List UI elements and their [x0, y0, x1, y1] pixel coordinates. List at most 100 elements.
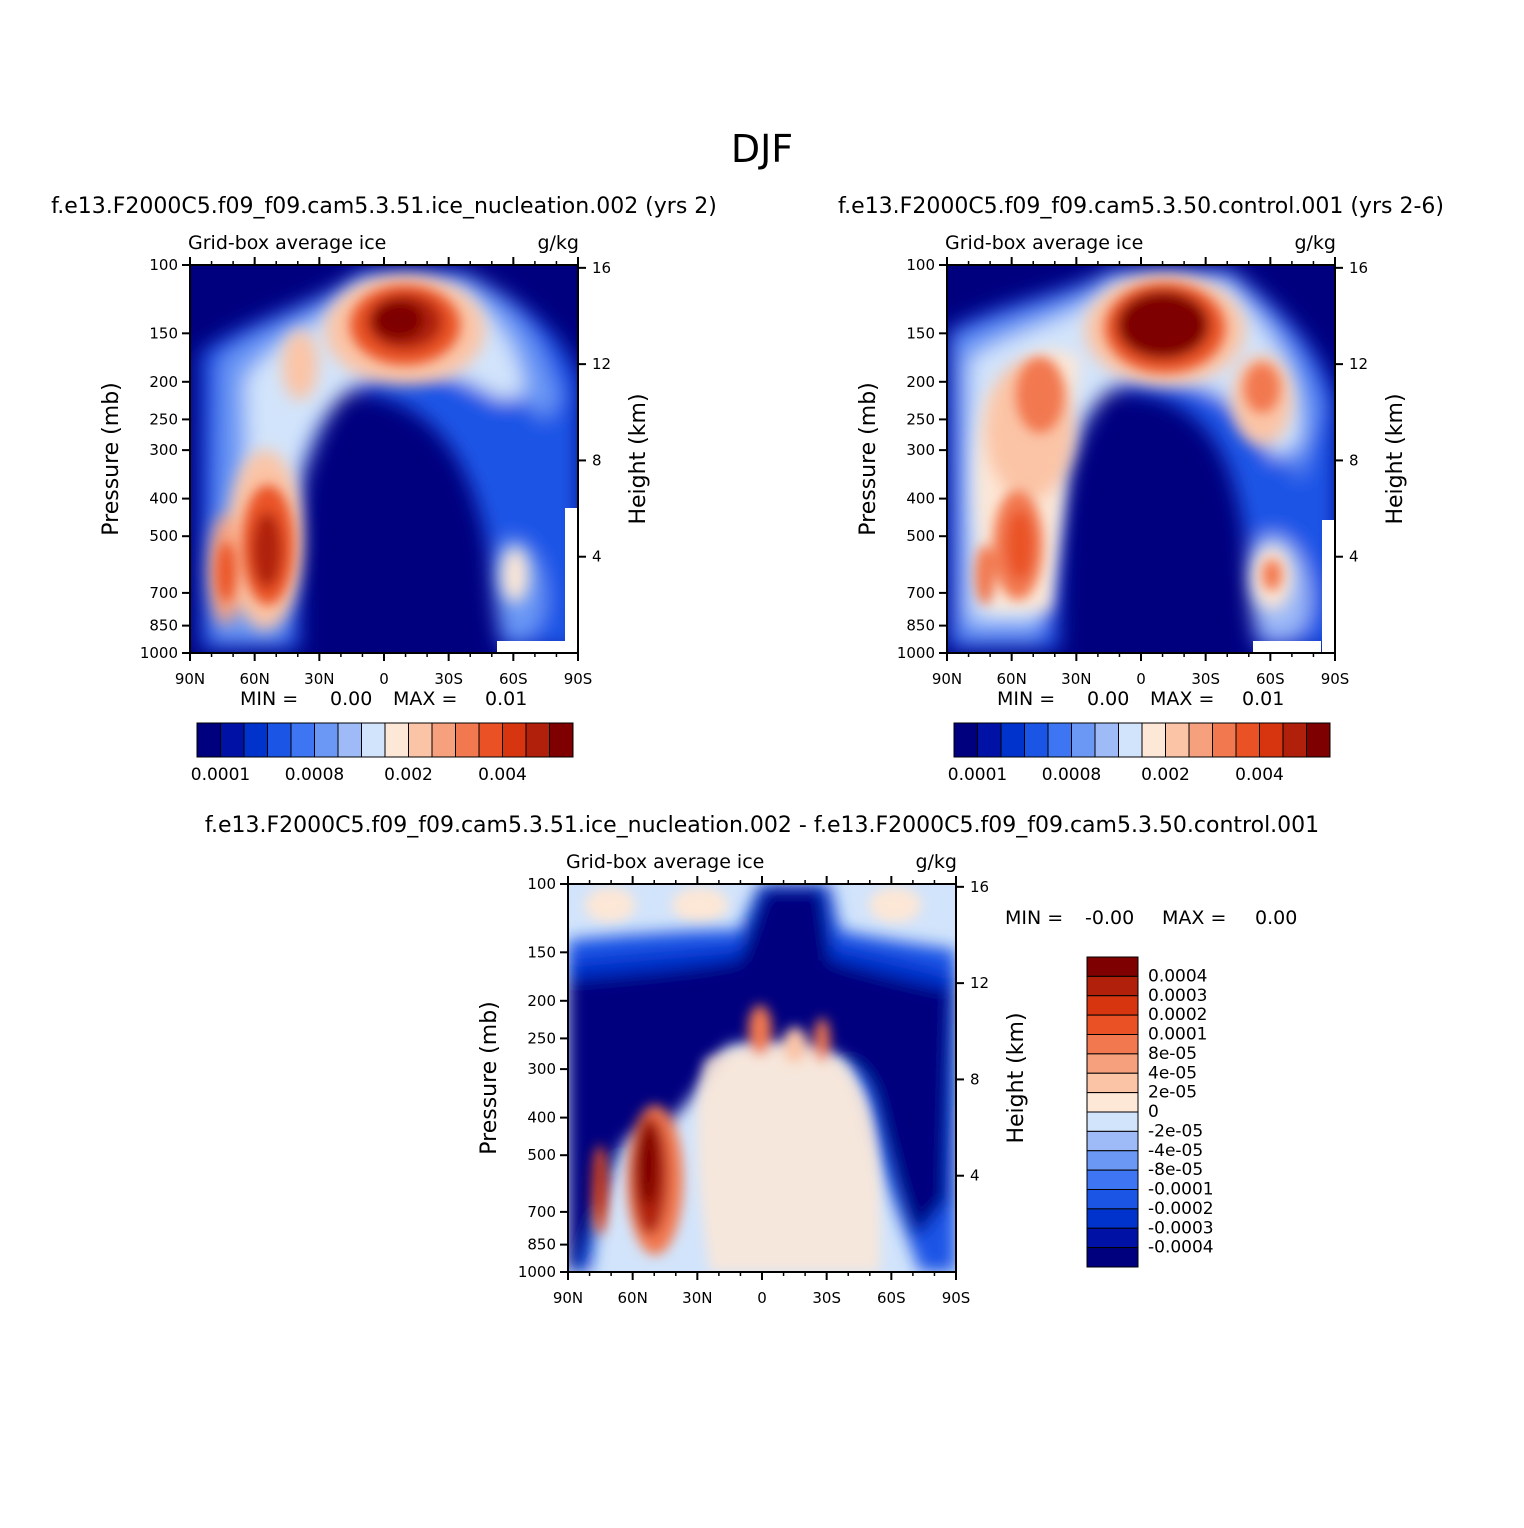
colorbar-swatch [1259, 722, 1284, 758]
y2-tick-label: 4 [1349, 548, 1359, 566]
y2-tick-label: 12 [1349, 355, 1368, 373]
colorbar-swatch [1086, 1208, 1139, 1229]
panel-control-right-label: g/kg [1294, 232, 1336, 254]
x-tick-label: 60S [877, 1289, 906, 1307]
y-tick-label: 500 [906, 527, 935, 545]
y-tick-label: 200 [906, 373, 935, 391]
colorbar-swatch [1212, 722, 1237, 758]
x-tick-label: 90N [932, 670, 962, 688]
y-tick-label: 700 [527, 1203, 556, 1221]
colorbar-swatch [549, 722, 574, 758]
x-tick-label: 60N [618, 1289, 648, 1307]
colorbar-label: -2e-05 [1148, 1121, 1203, 1141]
x-tick-label: 90N [175, 670, 205, 688]
y-tick-label: 150 [149, 324, 178, 342]
colorbar-swatch [1282, 722, 1307, 758]
panel-test-ylabel: Pressure (mb) [99, 382, 124, 536]
colorbar-label: -8e-05 [1148, 1160, 1203, 1180]
panel-control-ylabel: Pressure (mb) [856, 382, 881, 536]
panel-test-colorbar: 0.0001 0.0008 0.002 0.004 [191, 722, 574, 785]
colorbar-swatch [243, 722, 268, 758]
colorbar-swatch [1165, 722, 1190, 758]
y-tick-label: 200 [149, 373, 178, 391]
colorbar-swatch [1306, 722, 1331, 758]
x-tick-label: 60S [499, 670, 528, 688]
colorbar-swatch [502, 722, 527, 758]
colorbar-label: 0.0002 [1148, 1005, 1207, 1025]
panel-difference-min-label: MIN = [1005, 907, 1063, 929]
y-tick-label: 100 [527, 875, 556, 893]
y-tick-label: 250 [906, 410, 935, 428]
colorbar-label: 0.0001 [1148, 1025, 1207, 1045]
panel-difference-min-value: -0.00 [1085, 907, 1134, 929]
panel-test-right-label: g/kg [537, 232, 579, 254]
colorbar-swatch [1086, 1072, 1139, 1094]
y-tick-label: 1000 [140, 644, 178, 662]
x-tick-label: 0 [379, 670, 389, 688]
colorbar-swatch [1094, 722, 1119, 758]
y2-tick-label: 16 [592, 259, 611, 277]
colorbar-swatch [361, 722, 386, 758]
colorbar-swatch [220, 722, 245, 758]
colorbar-label: 0.0008 [1042, 765, 1101, 785]
x-tick-label: 30N [1061, 670, 1091, 688]
y2-tick-label: 4 [592, 548, 602, 566]
panel-test-min-label: MIN = [240, 688, 298, 710]
colorbar-swatch [1024, 722, 1049, 758]
colorbar-swatch [1086, 956, 1139, 977]
y-tick-label: 850 [527, 1236, 556, 1254]
x-tick-label: 60S [1256, 670, 1285, 688]
y-tick-label: 400 [527, 1109, 556, 1127]
y2-tick-label: 12 [970, 974, 989, 992]
panel-test-min-value: 0.00 [330, 688, 372, 710]
colorbar-swatch [525, 722, 550, 758]
x-tick-label: 60N [997, 670, 1027, 688]
x-tick-label: 30S [1191, 670, 1220, 688]
colorbar-label: -4e-05 [1148, 1141, 1203, 1161]
panel-difference-y2-axis: 16 12 8 4 [956, 878, 989, 1185]
panel-control-title: f.e13.F2000C5.f09_f09.cam5.3.50.control.… [838, 194, 1444, 219]
colorbar-swatch [977, 722, 1002, 758]
panel-control-y2-axis: 16 12 8 4 [1335, 259, 1368, 566]
colorbar-swatch [1086, 1169, 1139, 1190]
colorbar-swatch [1047, 722, 1072, 758]
panel-control-min-label: MIN = [997, 688, 1055, 710]
colorbar-label: 2e-05 [1148, 1083, 1197, 1103]
colorbar-swatch [953, 722, 978, 758]
colorbar-label: 0.0004 [1148, 966, 1207, 986]
colorbar-swatch [1086, 1014, 1139, 1035]
colorbar-label: 0.0001 [191, 765, 250, 785]
y2-tick-label: 16 [970, 878, 989, 896]
y-tick-label: 150 [527, 943, 556, 961]
x-tick-label: 30N [682, 1289, 712, 1307]
colorbar-swatch [1086, 1247, 1139, 1268]
x-tick-label: 90S [942, 1289, 971, 1307]
colorbar-label: 0.004 [1235, 765, 1284, 785]
y-tick-label: 500 [527, 1146, 556, 1164]
figure-title: DJF [731, 127, 793, 171]
colorbar-label: -0.0004 [1148, 1238, 1214, 1258]
panel-difference-left-label: Grid-box average ice [566, 851, 764, 873]
y-tick-label: 400 [149, 490, 178, 508]
panel-control-max-value: 0.01 [1242, 688, 1284, 710]
panel-control-colorbar: 0.0001 0.0008 0.002 0.004 [948, 722, 1331, 785]
colorbar-swatch [1086, 1034, 1139, 1055]
colorbar-label: 0.002 [384, 765, 433, 785]
colorbar-swatch [1071, 722, 1096, 758]
panel-test-max-value: 0.01 [485, 688, 527, 710]
x-tick-label: 60N [240, 670, 270, 688]
y-tick-label: 200 [527, 992, 556, 1010]
panel-control-max-label: MAX = [1150, 688, 1214, 710]
colorbar-label: 0.0008 [285, 765, 344, 785]
colorbar-swatch [267, 722, 292, 758]
colorbar-swatch [1118, 722, 1143, 758]
y-tick-label: 100 [906, 256, 935, 274]
y-tick-label: 150 [906, 324, 935, 342]
colorbar-label: 8e-05 [1148, 1044, 1197, 1064]
x-tick-label: 30S [812, 1289, 841, 1307]
panel-difference-y2label: Height (km) [1004, 1012, 1029, 1143]
colorbar-swatch [455, 722, 480, 758]
colorbar-swatch [408, 722, 433, 758]
y-tick-label: 300 [527, 1060, 556, 1078]
